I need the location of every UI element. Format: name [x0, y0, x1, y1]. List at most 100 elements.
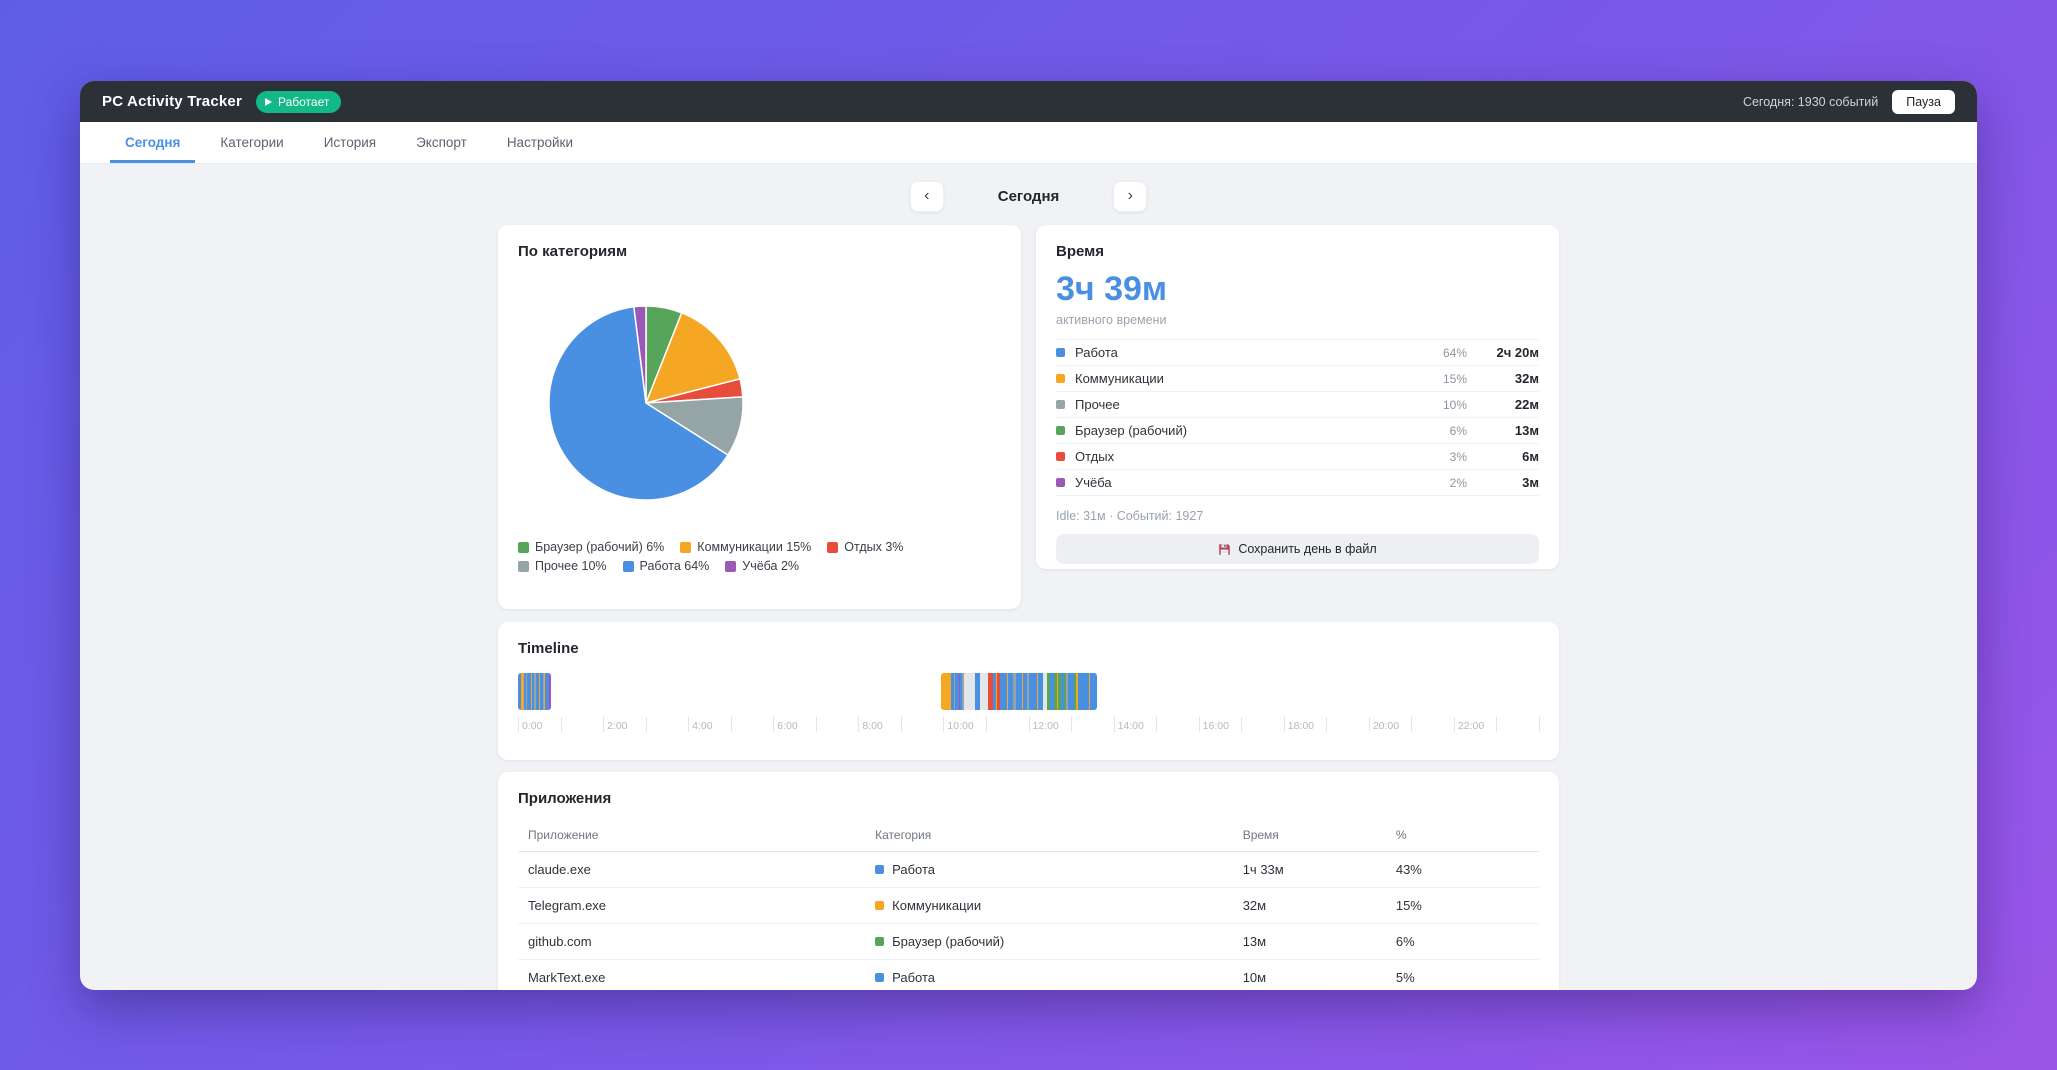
time-row: Отдых 3% 6м: [1056, 444, 1539, 470]
legend-item: Коммуникации 15%: [680, 540, 811, 554]
category-cell-label: Коммуникации: [892, 898, 982, 913]
app-name-cell: claude.exe: [518, 851, 866, 888]
time-cell: 1ч 33м: [1232, 851, 1386, 888]
timeline-tick: [943, 717, 945, 732]
category-name: Работа: [1075, 345, 1118, 360]
percent-cell: 43%: [1385, 851, 1539, 888]
legend-swatch: [725, 560, 737, 572]
applications-table: Приложение Категория Время % claude.exe Р…: [518, 819, 1539, 990]
timeline-stripe: [543, 673, 545, 710]
category-time: 13м: [1514, 423, 1539, 438]
tab-bar: Сегодня Категории История Экспорт Настро…: [80, 122, 1977, 164]
pause-button[interactable]: Пауза: [1892, 89, 1955, 114]
category-percent: 6%: [1449, 423, 1467, 438]
timeline-tick: [1241, 717, 1243, 732]
timeline-tick-label: 22:00: [1457, 720, 1485, 732]
category-time: 2ч 20м: [1496, 345, 1539, 360]
timeline-stripe: [1066, 673, 1068, 710]
legend-label: Отдых 3%: [844, 540, 904, 554]
tab-export[interactable]: Экспорт: [416, 135, 467, 150]
category-time-list: Работа 64% 2ч 20м Коммуникации 15% 32м Прочее 1…: [1056, 339, 1539, 496]
categories-pie-card: По категориям Браузер (рабочий) 6% Коммун…: [498, 225, 1021, 609]
legend-swatch: [518, 541, 529, 553]
timeline-tick: [1453, 717, 1455, 732]
timeline-stripe: [534, 673, 537, 710]
timeline-stripe: [1054, 673, 1057, 710]
timeline-stripe: [1036, 673, 1038, 710]
app-header: PC Activity Tracker Работает Сегодня: 19…: [80, 81, 1977, 122]
timeline-tick: [900, 717, 902, 732]
column-category: Категория: [865, 819, 1233, 852]
time-row: Прочее 10% 22м: [1056, 392, 1539, 418]
timeline-tick: [1411, 717, 1413, 732]
timeline-stripe: [1063, 673, 1067, 710]
time-cell: 13м: [1232, 923, 1386, 960]
pie-chart: [548, 305, 744, 501]
timeline-tick: [1028, 717, 1030, 732]
timeline-stripe: [1061, 673, 1064, 710]
status-badge-label: Работает: [277, 94, 330, 109]
status-badge: Работает: [255, 90, 342, 113]
timeline-bars: [518, 673, 1539, 710]
timeline-tick: [730, 717, 732, 732]
timeline-stripe: [1088, 673, 1090, 710]
app-title: PC Activity Tracker: [102, 93, 242, 110]
pie-legend: Браузер (рабочий) 6% Коммуникации 15% Отды…: [518, 540, 1001, 573]
legend-item: Отдых 3%: [827, 540, 903, 554]
category-cell-label: Работа: [892, 970, 936, 985]
percent-cell: 15%: [1385, 887, 1539, 924]
column-time: Время: [1232, 819, 1386, 852]
timeline-stripe: [1026, 673, 1030, 710]
category-color-dot: [1056, 426, 1065, 435]
category-percent: 2%: [1449, 475, 1467, 490]
timeline-tick-label: 12:00: [1032, 720, 1059, 732]
category-name: Коммуникации: [1075, 371, 1164, 386]
timeline-stripe: [1021, 673, 1024, 710]
timeline-tick: [1368, 717, 1370, 732]
category-cell: Работа: [865, 851, 1233, 888]
column-app: Приложение: [518, 819, 866, 852]
legend-label: Коммуникации 15%: [697, 540, 812, 554]
category-cell-label: Работа: [892, 862, 936, 877]
category-color-dot: [1056, 478, 1065, 487]
app-window: PC Activity Tracker Работает Сегодня: 19…: [80, 81, 1977, 990]
timeline-activity-segment: [941, 673, 1098, 710]
legend-label: Браузер (рабочий) 6%: [535, 540, 665, 554]
timeline-stripe: [997, 673, 1000, 710]
timeline-tick: [1539, 717, 1540, 732]
timeline-tick: [1156, 717, 1158, 732]
legend-label: Учёба 2%: [742, 559, 800, 573]
timeline-stripe: [548, 673, 552, 710]
prev-day-button[interactable]: ‹: [909, 181, 944, 212]
tab-history[interactable]: История: [323, 135, 377, 150]
time-cell: 10м: [1232, 959, 1386, 990]
table-row: claude.exe Работа 1ч 33м 43%: [518, 851, 1539, 888]
app-name-cell: github.com: [518, 923, 866, 960]
total-time-subtitle: активного времени: [1056, 313, 1167, 327]
timeline-stripe: [1076, 673, 1078, 710]
main-content: ‹ Сегодня › По категориям Браузер (рабоч…: [80, 164, 1977, 990]
timeline-stripe: [1077, 673, 1089, 710]
events-counter: Сегодня: 1930 событий: [1742, 94, 1879, 109]
timeline-stripe: [545, 673, 549, 710]
timeline-stripe: [962, 673, 964, 710]
legend-swatch: [622, 560, 634, 572]
next-day-button[interactable]: ›: [1113, 181, 1148, 212]
save-day-button[interactable]: Сохранить день в файл: [1056, 534, 1539, 564]
tab-categories[interactable]: Категории: [220, 135, 284, 150]
legend-label: Работа 64%: [639, 559, 710, 573]
legend-label: Прочее 10%: [535, 559, 607, 573]
timeline-tick-label: 16:00: [1202, 720, 1229, 732]
timeline-stripe: [1073, 673, 1077, 710]
timeline-tick: [1326, 717, 1328, 732]
timeline-stripe: [979, 673, 989, 710]
tab-today[interactable]: Сегодня: [110, 122, 196, 163]
date-navigation: ‹ Сегодня ›: [498, 181, 1559, 212]
timeline-tick-label: 6:00: [777, 720, 798, 732]
timeline-card: Timeline 0:00 2:00 4:00 6:00 8:00 10:00 12:00 1…: [498, 622, 1559, 760]
tab-settings[interactable]: Настройки: [506, 135, 574, 150]
percent-cell: 6%: [1385, 923, 1539, 960]
timeline-stripe: [538, 673, 540, 710]
time-row: Коммуникации 15% 32м: [1056, 366, 1539, 392]
applications-card: Приложения Приложение Категория Время % …: [498, 772, 1559, 990]
